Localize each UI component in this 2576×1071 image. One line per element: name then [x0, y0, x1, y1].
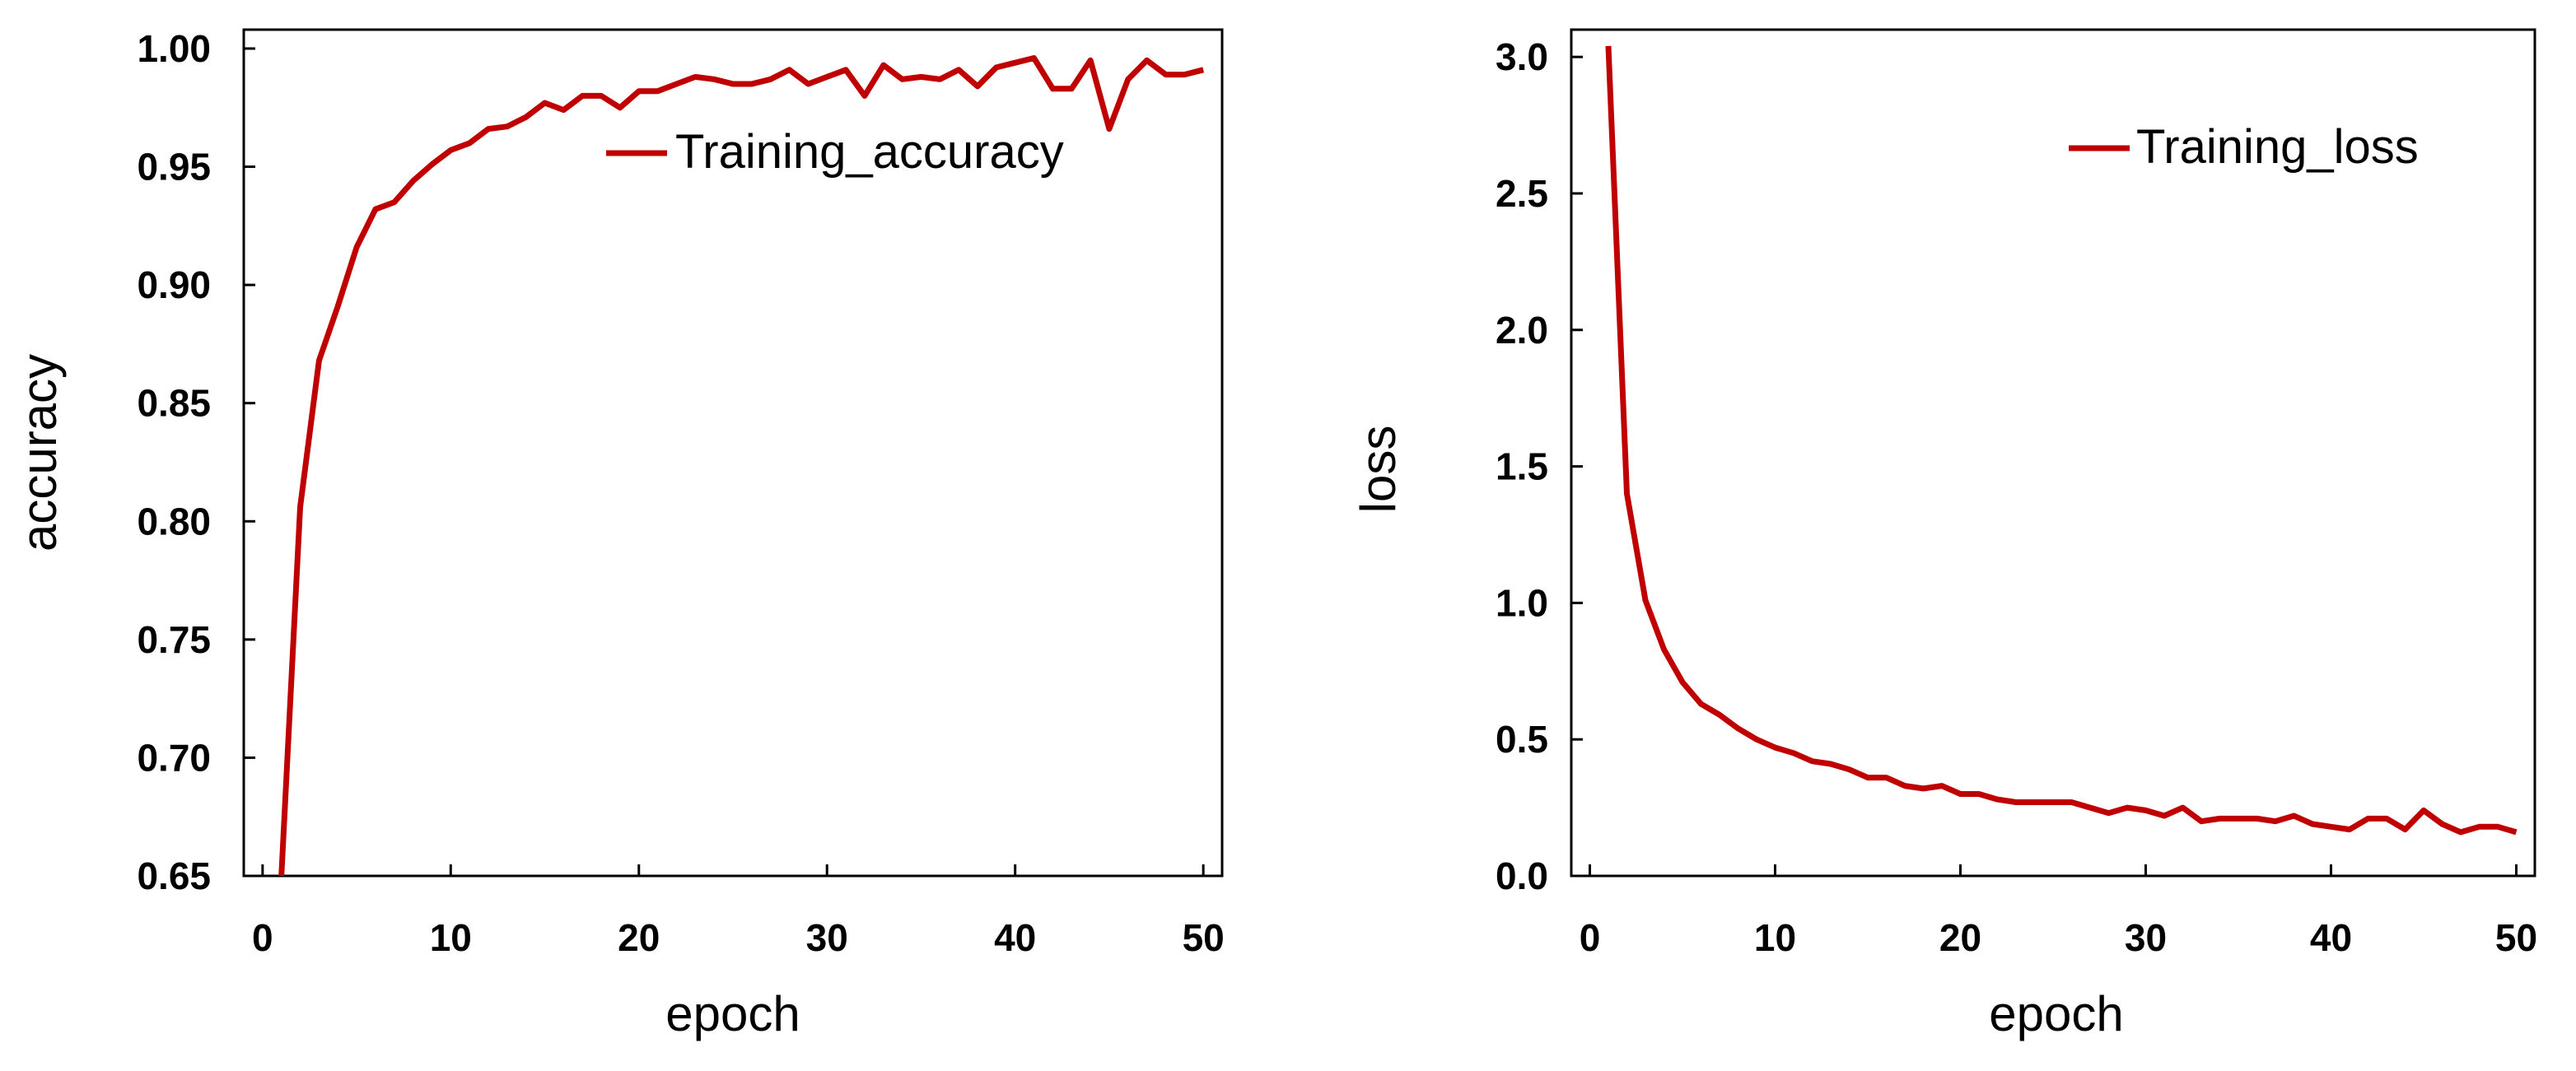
- y-tick-label: 0.95: [137, 146, 211, 189]
- series-line-training-accuracy: [278, 55, 1205, 877]
- legend-label: Training_loss: [2136, 120, 2419, 174]
- x-tick-label: 40: [994, 916, 1036, 959]
- x-tick-label: 50: [2495, 916, 2537, 959]
- y-tick-label: 0.65: [137, 854, 211, 897]
- x-tick-label: 30: [2125, 916, 2167, 959]
- x-tick-label: 20: [618, 916, 660, 959]
- x-tick-label: 30: [806, 916, 848, 959]
- y-tick-label: 0.0: [1496, 854, 1548, 897]
- accuracy-chart: 0.65 0.70 0.75 0.80 0.85 0.90 0.95 1.00 0 10 20 30 4…: [12, 27, 1225, 1041]
- y-tick-label: 0.75: [137, 618, 211, 661]
- loss-chart: 0.0 0.5 1.0 1.5 2.0 2.5 3.0 0 10 20 30 40 50 epoch los…: [1351, 28, 2537, 1041]
- legend-label: Training_accuracy: [675, 125, 1064, 179]
- x-tick-label: 0: [1580, 916, 1601, 959]
- y-tick-label: 0.5: [1496, 718, 1548, 761]
- x-tick-label: 40: [2310, 916, 2352, 959]
- y-axis-title: loss: [1351, 426, 1406, 514]
- y-tick-label: 2.0: [1496, 309, 1548, 352]
- y-axis-title: accuracy: [12, 354, 67, 552]
- y-tick-label: 0.90: [137, 263, 211, 306]
- x-axis-title: epoch: [665, 986, 800, 1041]
- series-line-training-loss: [1605, 45, 2518, 836]
- y-tick-label: 0.85: [137, 382, 211, 425]
- x-tick-label: 20: [1939, 916, 1981, 959]
- y-tick-label: 0.80: [137, 500, 211, 542]
- x-tick-label: 0: [252, 916, 273, 959]
- y-tick-label: 0.70: [137, 736, 211, 779]
- plot-frame: [242, 28, 1224, 878]
- x-tick-label: 10: [1754, 916, 1796, 959]
- x-tick-label: 50: [1183, 916, 1225, 959]
- x-tick-label: 10: [430, 916, 472, 959]
- y-tick-label: 1.0: [1496, 581, 1548, 624]
- x-axis-title: epoch: [1989, 986, 2123, 1041]
- y-tick-label: 2.5: [1496, 172, 1548, 215]
- y-tick-label: 1.5: [1496, 445, 1548, 488]
- plot-frame: [1570, 28, 2536, 878]
- y-tick-label: 1.00: [137, 27, 211, 70]
- y-tick-label: 3.0: [1496, 35, 1548, 78]
